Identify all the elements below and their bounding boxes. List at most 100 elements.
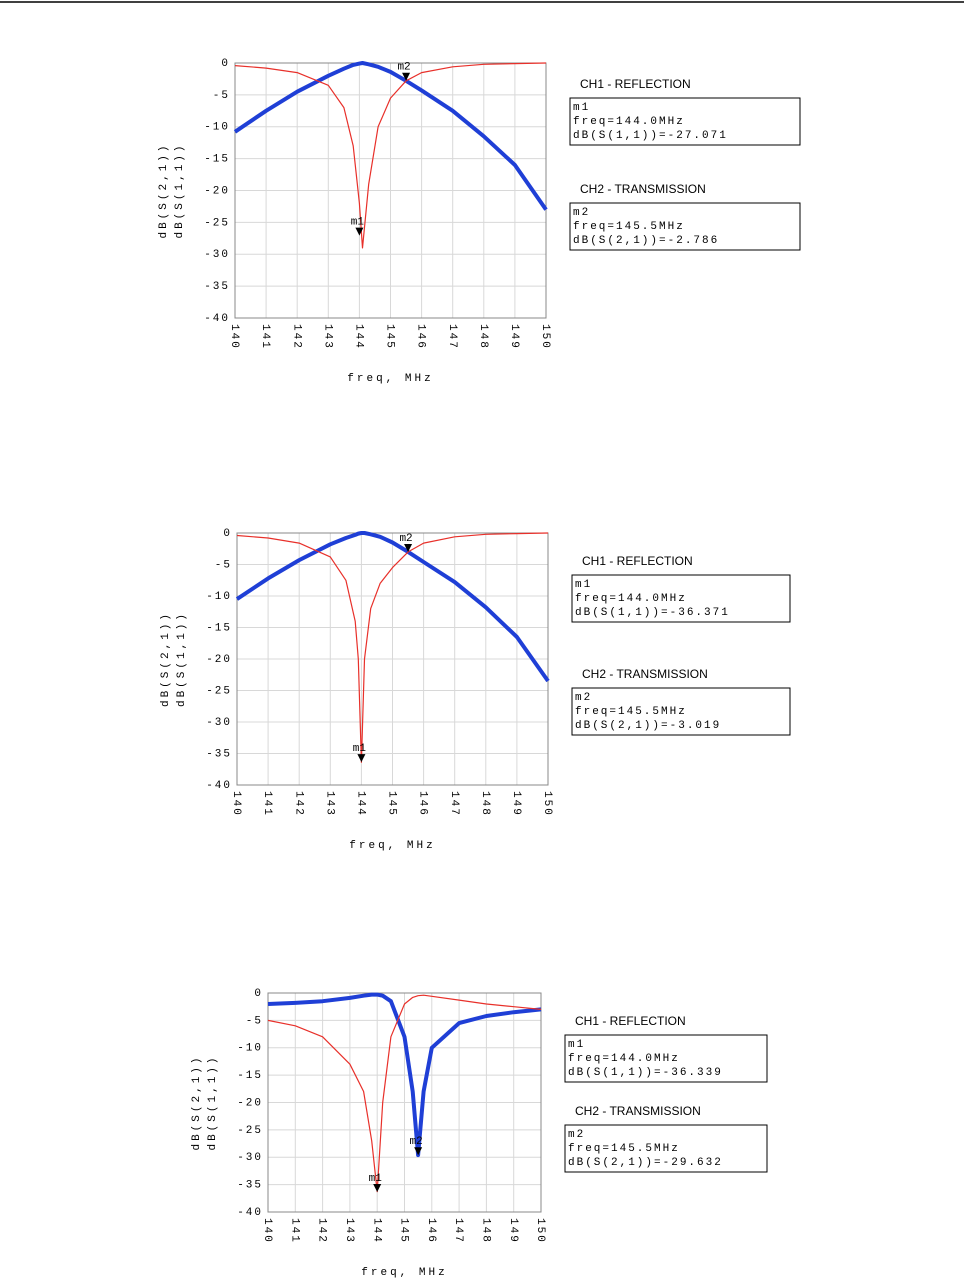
x-tick-label: 149 <box>510 791 522 817</box>
y-tick-label: -20 <box>204 185 230 197</box>
marker-label: m1 <box>369 1173 383 1185</box>
readout-line: dB(S(1,1))=-36.371 <box>575 607 730 619</box>
readout-line: freq=145.5MHz <box>573 221 685 233</box>
y-axis-label: dB(S(1,1)) <box>176 611 188 707</box>
y-tick-label: -20 <box>206 654 232 666</box>
x-tick-label: 149 <box>508 324 520 350</box>
y-tick-label: -10 <box>237 1043 263 1055</box>
x-tick-label: 141 <box>288 1218 300 1244</box>
readout-line: m1 <box>575 579 592 591</box>
series-line <box>234 62 547 249</box>
readout-heading: CH2 - TRANSMISSION <box>582 667 708 681</box>
y-tick-label: -35 <box>204 281 230 293</box>
x-axis-label: freq, MHz <box>347 373 433 385</box>
y-tick-label: -25 <box>204 217 230 229</box>
readout-line: freq=144.0MHz <box>575 593 687 605</box>
readout-line: freq=144.0MHz <box>568 1053 680 1065</box>
y-tick-label: -30 <box>206 717 232 729</box>
x-tick-label: 140 <box>228 324 240 350</box>
marker <box>373 1183 382 1192</box>
x-tick-label: 148 <box>479 791 491 817</box>
x-tick-label: 143 <box>321 324 333 350</box>
plot-frame <box>234 62 547 319</box>
y-tick-label: 0 <box>221 58 230 70</box>
y-tick-label: -15 <box>237 1070 263 1082</box>
x-tick-label: 147 <box>446 324 458 350</box>
y-tick-label: -40 <box>206 780 232 792</box>
readout-line: m2 <box>573 207 590 219</box>
readout-line: m2 <box>568 1129 585 1141</box>
plot-frame <box>236 532 549 786</box>
readout-line: m1 <box>573 102 590 114</box>
readout-box <box>571 687 791 736</box>
y-tick-label: 0 <box>254 988 263 1000</box>
y-tick-label: -5 <box>246 1015 263 1027</box>
y-tick-label: 0 <box>223 528 232 540</box>
x-tick-label: 142 <box>292 791 304 817</box>
x-tick-label: 150 <box>541 791 553 817</box>
x-axis-label: freq, MHz <box>361 1267 447 1279</box>
y-tick-label: -20 <box>237 1097 263 1109</box>
marker-label: m1 <box>351 216 365 228</box>
x-tick-label: 146 <box>417 791 429 817</box>
plot-frame <box>267 992 542 1213</box>
x-tick-label: 146 <box>425 1218 437 1244</box>
x-tick-label: 145 <box>386 791 398 817</box>
y-axis-label: dB(S(1,1)) <box>174 142 186 238</box>
x-tick-label: 140 <box>261 1218 273 1244</box>
y-tick-label: -25 <box>206 685 232 697</box>
readout-line: freq=145.5MHz <box>568 1143 680 1155</box>
series-line <box>236 532 549 763</box>
y-tick-label: -35 <box>237 1180 263 1192</box>
readout-line: dB(S(2,1))=-2.786 <box>573 235 719 247</box>
x-tick-label: 148 <box>477 324 489 350</box>
x-tick-label: 147 <box>452 1218 464 1244</box>
y-tick-label: -25 <box>237 1125 263 1137</box>
series-line <box>235 531 550 683</box>
readout-box <box>569 97 801 146</box>
readout-heading: CH2 - TRANSMISSION <box>575 1104 701 1118</box>
x-tick-label: 145 <box>384 324 396 350</box>
y-tick-label: -5 <box>215 559 232 571</box>
x-tick-label: 143 <box>343 1218 355 1244</box>
readout-heading: CH1 - REFLECTION <box>575 1014 686 1028</box>
y-tick-label: -35 <box>206 748 232 760</box>
x-axis-label: freq, MHz <box>349 840 435 852</box>
x-tick-label: 142 <box>316 1218 328 1244</box>
readout-line: dB(S(1,1))=-36.339 <box>568 1067 723 1079</box>
y-tick-label: -5 <box>213 90 230 102</box>
x-tick-label: 140 <box>230 791 242 817</box>
y-tick-label: -15 <box>204 154 230 166</box>
readout-line: dB(S(2,1))=-29.632 <box>568 1157 723 1169</box>
marker-label: m2 <box>397 62 410 74</box>
x-tick-label: 149 <box>507 1218 519 1244</box>
readout-line: m2 <box>575 692 592 704</box>
marker-label: m1 <box>353 743 367 755</box>
marker <box>355 227 364 236</box>
readout-line: freq=144.0MHz <box>573 116 685 128</box>
y-tick-label: -30 <box>204 249 230 261</box>
x-tick-label: 141 <box>261 791 273 817</box>
marker <box>357 754 366 763</box>
y-axis-label: dB(S(2,1)) <box>160 611 172 707</box>
x-tick-label: 147 <box>448 791 460 817</box>
marker <box>414 1147 423 1156</box>
x-tick-label: 144 <box>352 324 364 350</box>
readout-line: m1 <box>568 1039 585 1051</box>
y-tick-label: -10 <box>206 591 232 603</box>
x-tick-label: 150 <box>539 324 551 350</box>
readout-line: dB(S(2,1))=-3.019 <box>575 720 721 732</box>
x-tick-label: 146 <box>415 324 427 350</box>
x-tick-label: 141 <box>259 324 271 350</box>
x-tick-label: 145 <box>398 1218 410 1244</box>
marker <box>402 72 411 81</box>
y-tick-label: -10 <box>204 122 230 134</box>
marker-label: m2 <box>410 1136 423 1148</box>
y-axis-label: dB(S(2,1)) <box>191 1054 203 1150</box>
readout-heading: CH2 - TRANSMISSION <box>580 182 706 196</box>
readout-heading: CH1 - REFLECTION <box>580 77 691 91</box>
readout-box <box>564 1034 768 1083</box>
x-tick-label: 144 <box>354 791 366 817</box>
readout-line: dB(S(1,1))=-27.071 <box>573 130 728 142</box>
